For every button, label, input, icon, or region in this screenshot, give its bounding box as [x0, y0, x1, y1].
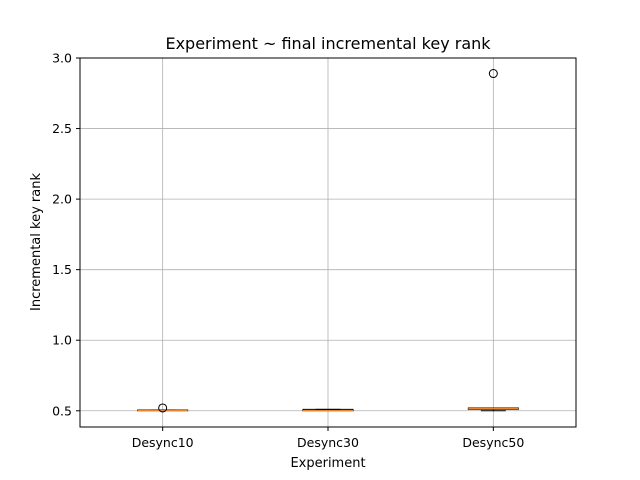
x-axis-label: Experiment	[290, 456, 365, 471]
y-axis-ticks: 0.5 1.0 1.5 2.0 2.5 3.0	[52, 51, 80, 418]
y-tick-label: 1.5	[52, 262, 72, 277]
outlier-point	[488, 69, 498, 79]
box-desync30	[302, 408, 354, 412]
box-desync50	[467, 69, 519, 412]
x-tick-label: Desync50	[462, 435, 524, 450]
box-desync10	[137, 403, 189, 413]
y-axis-label: Incremental key rank	[29, 173, 44, 311]
y-tick-label: 3.0	[52, 51, 72, 66]
y-tick-label: 0.5	[52, 403, 72, 418]
boxes-group	[137, 69, 519, 413]
y-tick-label: 1.0	[52, 333, 72, 348]
chart-title: Experiment ~ final incremental key rank	[165, 34, 491, 53]
y-tick-label: 2.5	[52, 121, 72, 136]
x-tick-label: Desync10	[132, 435, 194, 450]
outlier-point	[158, 403, 168, 413]
grid-lines	[80, 57, 576, 427]
y-tick-label: 2.0	[52, 192, 72, 207]
x-axis-ticks: Desync10 Desync30 Desync50	[132, 427, 524, 450]
x-tick-label: Desync30	[297, 435, 359, 450]
